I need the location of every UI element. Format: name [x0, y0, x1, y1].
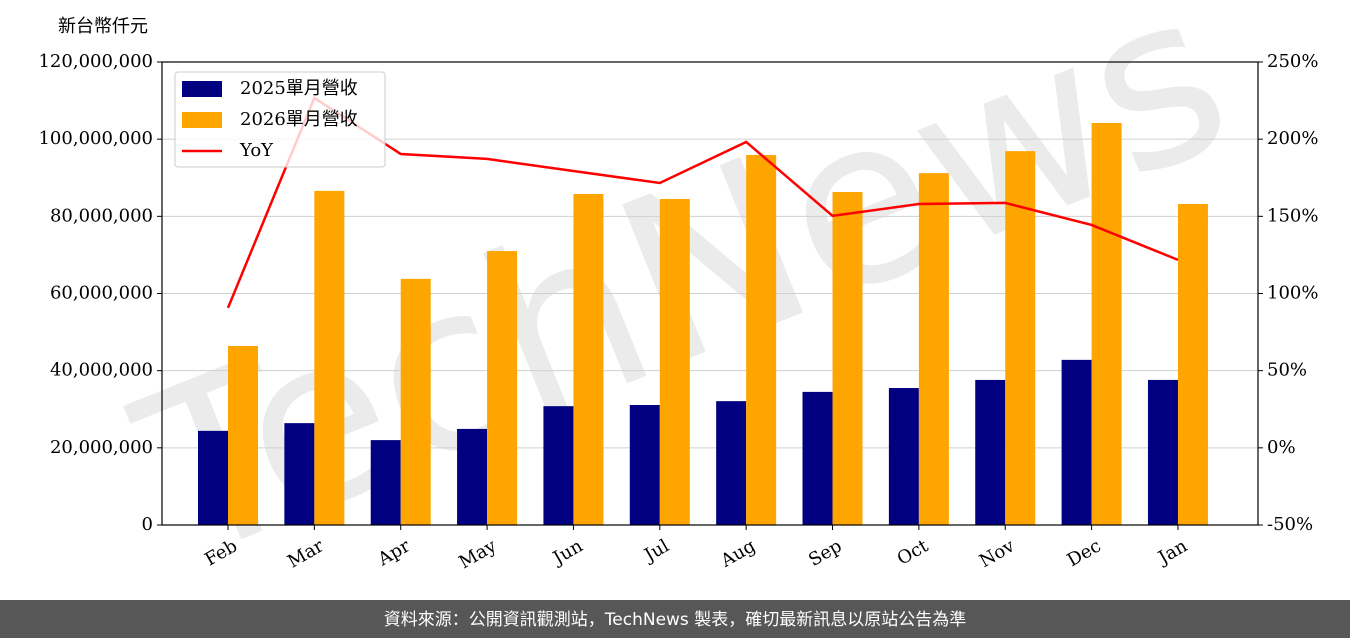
y-tick-label: 120,000,000 — [38, 51, 153, 72]
y2-tick-label: 250% — [1267, 51, 1318, 72]
bar — [1177, 203, 1208, 525]
legend-label: 2025單月營收 — [240, 78, 358, 99]
footer-bar — [0, 600, 1350, 638]
bar — [629, 405, 660, 525]
x-tick-label: Dec — [1064, 535, 1105, 571]
y-tick-label: 80,000,000 — [50, 205, 153, 226]
y-tick-label: 0 — [142, 514, 153, 535]
bar — [659, 198, 690, 526]
bar — [543, 406, 574, 525]
legend-box — [174, 71, 386, 168]
x-tick-label: Oct — [894, 535, 933, 570]
y2-tick-label: 200% — [1267, 128, 1318, 149]
bar — [198, 430, 228, 525]
line — [226, 96, 1179, 309]
y2-tick-label: 50% — [1267, 360, 1307, 381]
x-tick-label: May — [456, 535, 501, 573]
y-axis-label: 新台幣仟元 — [58, 16, 148, 37]
bar — [284, 423, 315, 525]
bar — [746, 154, 777, 525]
y2-tick-label: 150% — [1267, 205, 1318, 226]
source: 資料來源：公開資訊觀測站，TechNews 製表，確切最新訊息以原站公告為準 — [384, 610, 966, 630]
legend-swatch — [182, 81, 222, 97]
x-tick-label: Jan — [1153, 535, 1191, 569]
bar — [228, 345, 258, 525]
y-tick-label: 100,000,000 — [38, 128, 153, 149]
y-tick-label: 40,000,000 — [50, 360, 153, 381]
bar — [573, 193, 604, 525]
bar — [487, 251, 518, 525]
bar — [802, 391, 833, 525]
bar — [1091, 122, 1122, 525]
x-tick-label: Aug — [717, 535, 760, 572]
x-tick-label: Sep — [805, 535, 845, 570]
y-tick-label: 20,000,000 — [50, 437, 153, 458]
bar — [1147, 379, 1178, 525]
x-tick-label: Nov — [976, 535, 1019, 572]
bar — [370, 440, 401, 525]
x-tick-label: Jul — [639, 535, 673, 567]
x-tick-label: Jun — [548, 535, 587, 570]
bar — [716, 401, 747, 525]
plot-frame — [161, 61, 1259, 526]
y2-tick-label: 0% — [1267, 437, 1296, 458]
y2-tick-label: 100% — [1267, 283, 1318, 304]
bar — [400, 278, 431, 525]
bar — [1005, 151, 1036, 525]
y-tick-label: 60,000,000 — [50, 283, 153, 304]
y2-tick-label: -50% — [1267, 514, 1313, 535]
bar — [1061, 359, 1092, 525]
legend-label: YoY — [239, 140, 274, 161]
bar — [832, 192, 863, 526]
bar — [457, 428, 488, 525]
legend-swatch — [182, 112, 222, 128]
bar — [888, 388, 919, 525]
bar — [314, 190, 345, 525]
bar — [918, 173, 949, 525]
bar — [975, 379, 1006, 525]
legend-label: 2026單月營收 — [240, 109, 358, 130]
